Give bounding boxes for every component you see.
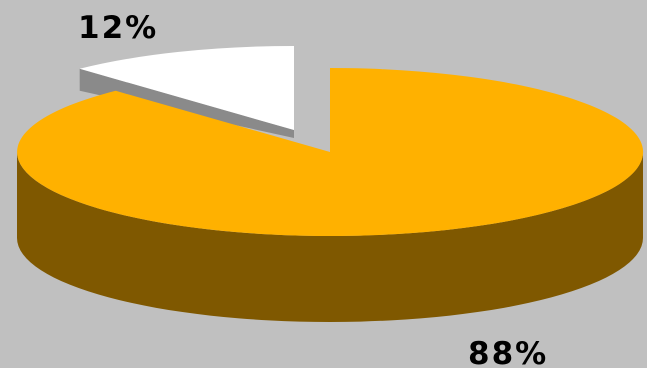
data-label-1: 12%	[78, 10, 158, 46]
pie-slice-1	[79, 46, 294, 130]
pie-slice-0-side	[17, 152, 643, 322]
pie-slice-0	[17, 67, 644, 236]
data-label-0: 88%	[468, 336, 548, 368]
pie-slice-1-side	[79, 68, 294, 138]
